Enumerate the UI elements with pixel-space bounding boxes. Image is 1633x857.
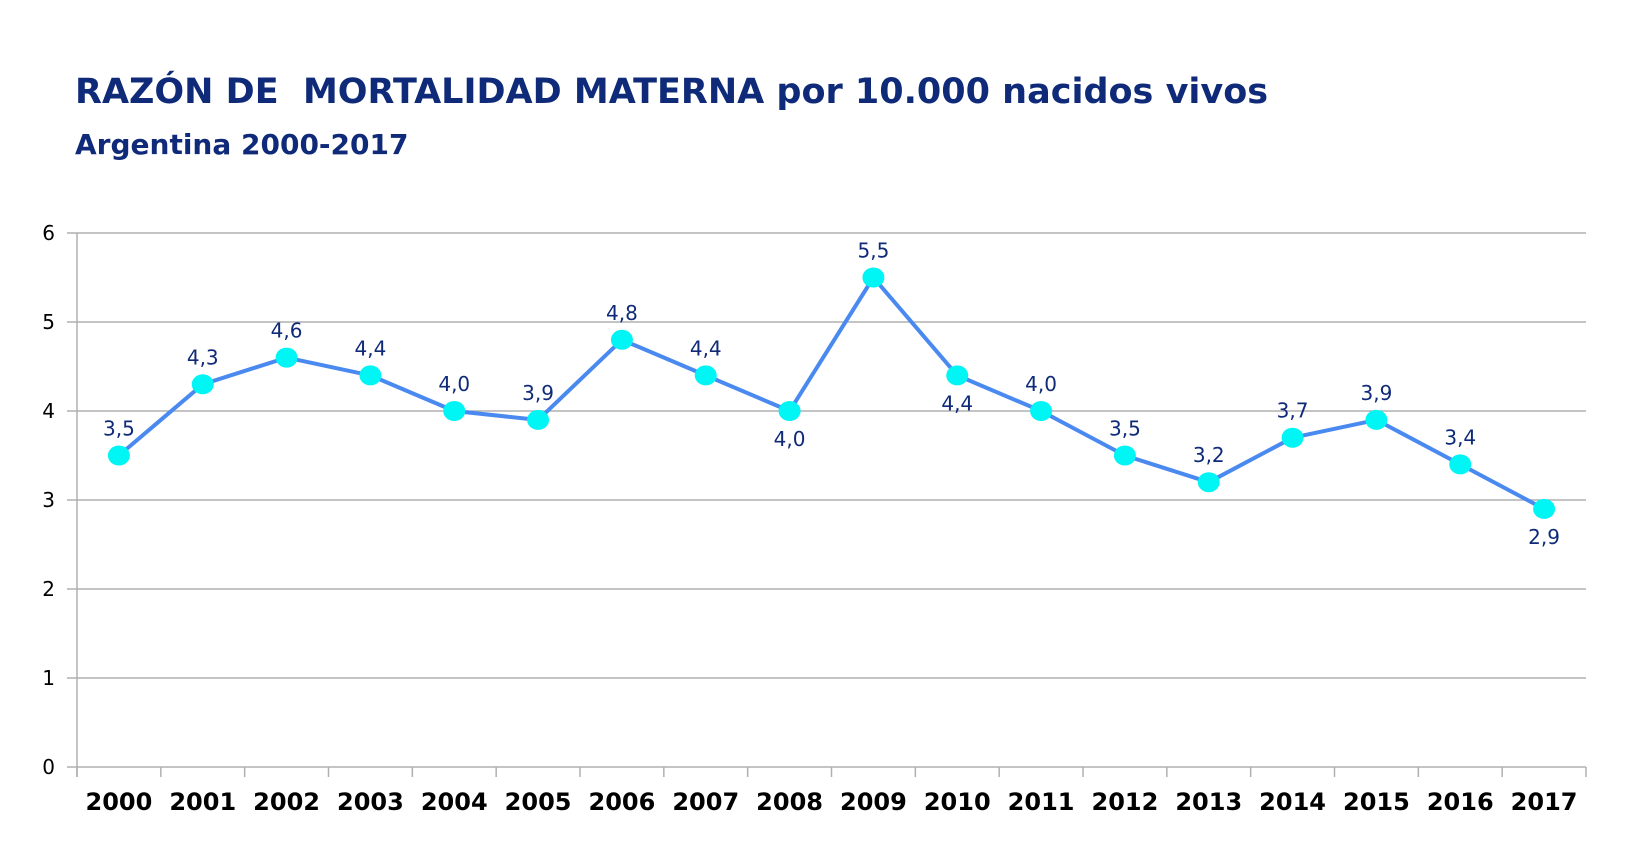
y-tick-label: 2 [42,577,55,601]
series-line [117,275,1546,511]
y-tick-label: 4 [42,399,55,423]
data-point [694,365,717,386]
y-tick-label: 1 [42,666,55,690]
y-tick-label: 3 [42,488,55,512]
x-tick-label: 2005 [505,788,572,816]
data-point [610,329,633,350]
data-point [443,401,466,421]
data-label: 3,2 [1193,443,1225,467]
data-label: 3,5 [1109,417,1141,441]
data-point [1197,472,1220,493]
x-tick-label: 2009 [840,788,907,816]
data-label: 4,0 [438,372,470,396]
data-point [275,347,298,368]
x-tick-label: 2011 [1008,788,1075,816]
data-point [1030,401,1053,421]
data-label: 4,4 [690,336,722,360]
data-label: 3,9 [522,381,554,405]
data-label: 4,4 [941,391,973,415]
x-tick-label: 2003 [337,788,404,816]
x-tick-label: 2008 [756,788,823,816]
chart-subtitle: Argentina 2000-2017 [75,128,409,161]
data-label: 3,5 [103,417,135,441]
x-tick-label: 2002 [253,788,320,816]
data-point [1281,427,1304,448]
data-label: 4,4 [355,336,387,360]
data-point [1533,498,1556,519]
x-tick-label: 2004 [421,788,488,816]
data-point [359,365,382,386]
x-tick-label: 2017 [1511,788,1578,816]
data-label: 4,6 [271,319,303,343]
data-point [778,401,801,421]
y-tick-label: 5 [42,310,55,334]
x-tick-label: 2010 [924,788,991,816]
data-label: 3,7 [1277,399,1309,423]
data-point [1449,454,1472,475]
data-label: 2,9 [1528,525,1560,549]
x-tick-label: 2000 [86,788,153,816]
x-tick-label: 2012 [1092,788,1159,816]
data-label: 5,5 [858,239,890,263]
data-point [1365,409,1388,430]
data-label: 3,4 [1444,425,1476,449]
x-tick-label: 2001 [169,788,236,816]
x-tick-label: 2013 [1175,788,1242,816]
data-point [946,365,969,386]
data-point [191,374,214,395]
y-tick-label: 6 [42,221,55,245]
data-label: 4,0 [774,427,806,451]
x-tick-label: 2016 [1427,788,1494,816]
data-label: 3,9 [1361,381,1393,405]
y-tick-label: 0 [42,755,55,779]
x-tick-label: 2007 [672,788,739,816]
data-point [862,267,885,288]
x-tick-label: 2015 [1343,788,1410,816]
chart-title: RAZÓN DE MORTALIDAD MATERNA por 10.000 n… [75,72,1269,112]
data-label: 4,3 [187,345,219,369]
data-label: 4,8 [606,301,638,325]
data-point [107,445,130,466]
x-tick-label: 2014 [1259,788,1326,816]
data-point [527,409,550,430]
data-point [1113,445,1136,466]
x-tick-label: 2006 [589,788,656,816]
data-label: 4,0 [1025,372,1057,396]
